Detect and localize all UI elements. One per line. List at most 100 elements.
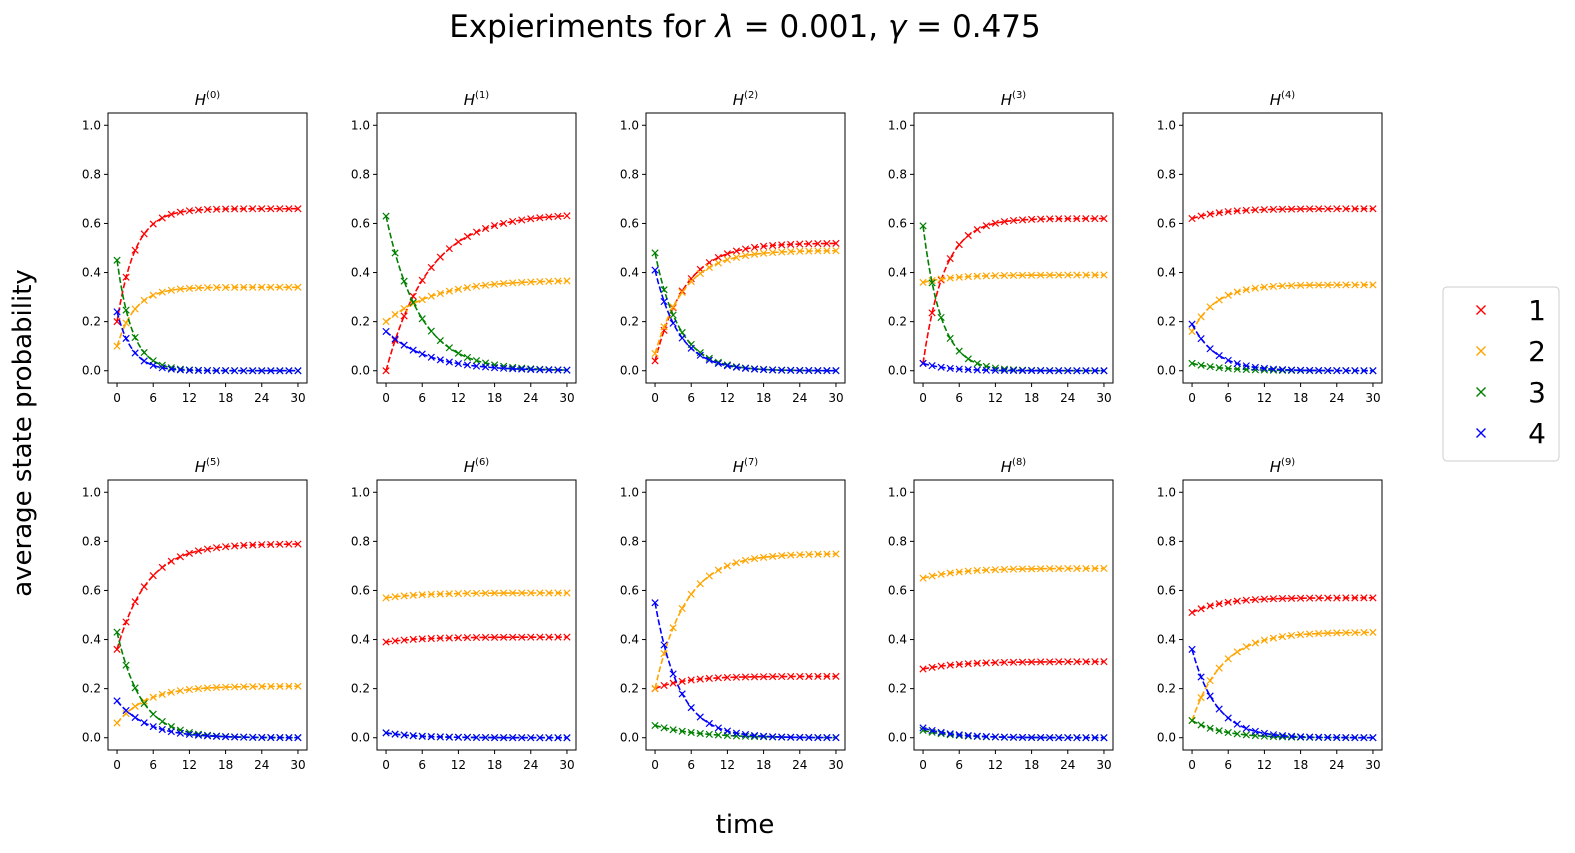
data-point-1 (122, 273, 130, 281)
data-point-2 (518, 589, 526, 597)
data-point-2 (1315, 629, 1323, 638)
data-point-1 (750, 673, 759, 681)
data-point-2 (973, 566, 981, 575)
data-point-2 (1278, 282, 1287, 290)
data-point-2 (796, 247, 804, 255)
plot-frame (376, 479, 577, 751)
data-point-1 (1306, 594, 1314, 602)
data-point-2 (436, 590, 444, 598)
data-point-1 (400, 312, 408, 320)
data-point-2 (973, 272, 981, 280)
data-point-4 (937, 728, 945, 736)
data-point-4 (1027, 733, 1036, 742)
data-point-4 (185, 366, 194, 374)
data-point-4 (1206, 692, 1214, 700)
data-point-4 (796, 366, 804, 375)
data-point-1 (409, 635, 417, 644)
data-point-2 (185, 284, 194, 292)
data-point-1 (1342, 594, 1350, 602)
y-tick-label: 0.2 (620, 315, 639, 329)
subplot-title-base: H (1270, 91, 1281, 109)
series-line-4 (116, 700, 298, 739)
data-point-1 (823, 672, 831, 681)
data-point-2 (149, 693, 157, 701)
data-point-4 (167, 728, 175, 736)
data-point-4 (203, 366, 212, 375)
y-tick-label: 0.8 (888, 534, 907, 548)
data-point-2 (176, 285, 184, 293)
subplot-title-sup: (3) (1012, 90, 1026, 101)
data-point-4 (1027, 367, 1036, 375)
data-point-2 (651, 349, 659, 358)
data-point-1 (490, 222, 499, 230)
data-point-1 (1073, 215, 1081, 223)
data-point-2 (705, 263, 713, 272)
subplot-title: H(8) (1001, 457, 1027, 476)
data-point-4 (418, 350, 426, 358)
data-point-2 (131, 702, 139, 711)
data-point-2 (418, 295, 426, 304)
data-point-4 (113, 308, 121, 316)
y-tick-label: 0.4 (351, 633, 370, 647)
data-point-1 (991, 659, 1000, 667)
data-point-2 (678, 288, 686, 296)
data-point-1 (928, 309, 936, 317)
series-line-2 (922, 567, 1104, 579)
data-point-1 (1251, 206, 1259, 214)
data-point-2 (1091, 564, 1099, 573)
data-point-4 (678, 334, 686, 342)
data-point-4 (732, 363, 741, 371)
data-point-1 (382, 638, 390, 646)
data-point-4 (400, 731, 408, 739)
x-tick-label: 0 (113, 758, 121, 772)
data-point-2 (472, 589, 481, 597)
data-point-1 (500, 219, 508, 227)
data-point-4 (509, 734, 517, 742)
y-tick-label: 1.0 (620, 118, 639, 132)
x-tick-label: 6 (1224, 391, 1232, 405)
data-point-1 (1315, 594, 1323, 602)
series-line-4 (654, 269, 836, 372)
data-point-2 (445, 590, 453, 598)
data-point-2 (194, 685, 203, 693)
data-point-3 (919, 222, 927, 230)
x-tick-label: 6 (955, 758, 963, 772)
data-point-4 (140, 357, 148, 365)
data-point-1 (472, 633, 481, 642)
data-point-1 (258, 541, 266, 549)
data-point-3 (1242, 731, 1250, 739)
data-point-2 (759, 249, 768, 257)
data-point-2 (113, 719, 121, 727)
data-point-4 (454, 360, 463, 368)
data-point-1 (964, 660, 972, 668)
series-line-3 (654, 724, 836, 739)
data-point-4 (285, 733, 293, 742)
data-point-1 (212, 544, 221, 552)
subplot-8: H(8) 0 6 12 18 24 30 0.0 0.2 0.4 0.6 0.8 1.0 (888, 457, 1114, 772)
data-point-4 (919, 359, 927, 367)
data-point-2 (832, 550, 840, 558)
y-tick-label: 0.0 (1157, 364, 1176, 378)
data-point-3 (1278, 733, 1287, 741)
data-point-2 (1369, 281, 1377, 289)
data-point-2 (1037, 565, 1045, 573)
data-point-4 (1251, 727, 1259, 735)
data-point-4 (140, 719, 148, 727)
data-point-2 (1224, 655, 1232, 663)
data-point-1 (696, 675, 704, 683)
data-point-4 (1251, 363, 1259, 371)
x-tick-label: 24 (523, 391, 538, 405)
data-point-4 (463, 361, 472, 369)
data-point-1 (937, 276, 945, 284)
data-point-2 (714, 566, 722, 574)
data-point-2 (823, 550, 831, 558)
data-point-2 (1018, 565, 1027, 573)
data-point-4 (1091, 734, 1099, 742)
data-point-4 (418, 732, 426, 740)
data-point-2 (769, 552, 777, 560)
data-point-2 (778, 248, 786, 256)
x-tick-label: 30 (290, 758, 305, 772)
data-point-4 (1197, 335, 1205, 343)
data-point-4 (131, 713, 139, 722)
data-point-1 (937, 662, 945, 670)
